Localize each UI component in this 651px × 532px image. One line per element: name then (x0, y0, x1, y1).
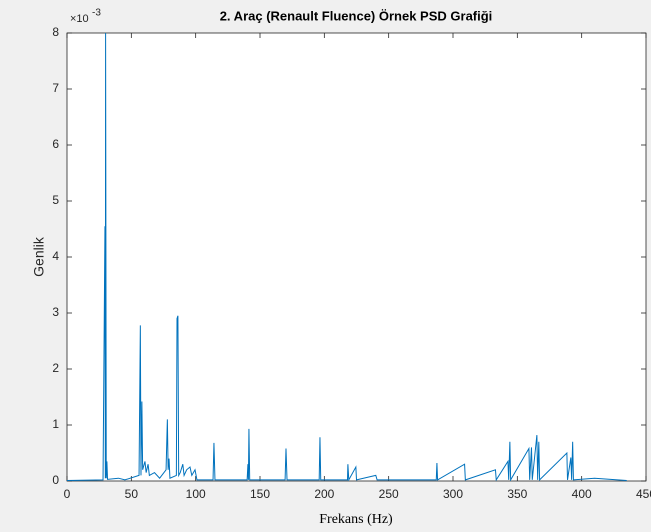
x-tick-label: 100 (186, 487, 206, 501)
y-tick-label: 3 (52, 305, 59, 319)
x-tick-label: 450 (636, 487, 651, 501)
y-tick-label: 6 (52, 137, 59, 151)
y-tick-label: 7 (52, 81, 59, 95)
x-tick-label: 350 (507, 487, 527, 501)
y-tick-label: 8 (52, 25, 59, 39)
y-axis-label: Genlik (31, 236, 47, 277)
x-tick-label: 300 (443, 487, 463, 501)
x-tick-label: 250 (379, 487, 399, 501)
x-axis-label: Frekans (Hz) (319, 512, 393, 527)
x-tick-label: 0 (64, 487, 71, 501)
chart-title: 2. Araç (Renault Fluence) Örnek PSD Graf… (220, 8, 493, 23)
x-tick-label: 200 (314, 487, 334, 501)
y-tick-label: 5 (52, 193, 59, 207)
y-tick-label: 2 (52, 361, 59, 375)
y-scale-exponent: -3 (92, 8, 101, 19)
y-scale-base: ×10 (70, 13, 89, 25)
x-tick-label: 400 (572, 487, 592, 501)
x-tick-label: 50 (125, 487, 139, 501)
plot-area (66, 32, 647, 482)
psd-line (67, 33, 627, 481)
x-tick-label: 150 (250, 487, 270, 501)
y-tick-label: 4 (52, 249, 59, 263)
y-tick-label: 0 (52, 473, 59, 487)
y-tick-label: 1 (52, 417, 59, 431)
